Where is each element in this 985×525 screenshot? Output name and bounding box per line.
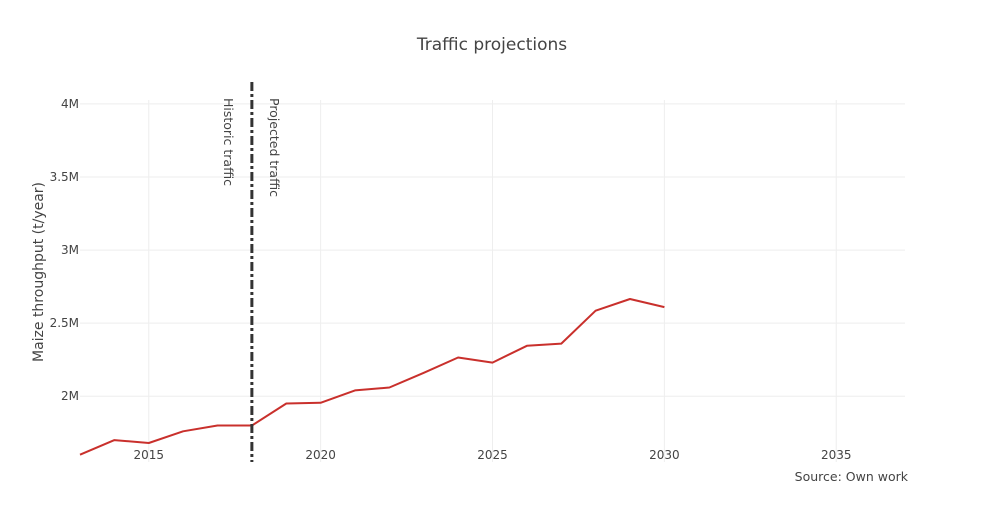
tick-labels: 2015 2020 2025 2030 2035 2M 2.5M 3M 3.5M 4M <box>50 97 852 462</box>
y-tick-label: 2M <box>61 389 79 403</box>
y-tick-label: 2.5M <box>50 316 79 330</box>
y-axis-title: Maize throughput (t/year) <box>31 182 47 362</box>
y-tick-label: 4M <box>61 97 79 111</box>
projected-traffic-annotation: Projected traffic <box>267 98 282 197</box>
y-tick-label: 3.5M <box>50 170 79 184</box>
x-tick-label: 2020 <box>305 448 336 462</box>
series-line <box>79 298 665 456</box>
series-layer <box>79 298 665 456</box>
gridlines <box>80 100 905 462</box>
x-tick-label: 2015 <box>133 448 164 462</box>
x-tick-label: 2030 <box>649 448 680 462</box>
source-note: Source: Own work <box>795 469 909 484</box>
y-tick-label: 3M <box>61 243 79 257</box>
x-tick-label: 2025 <box>477 448 508 462</box>
chart-title: Traffic projections <box>416 35 567 55</box>
x-tick-label: 2035 <box>821 448 852 462</box>
historic-traffic-annotation: Historic traffic <box>221 98 236 186</box>
